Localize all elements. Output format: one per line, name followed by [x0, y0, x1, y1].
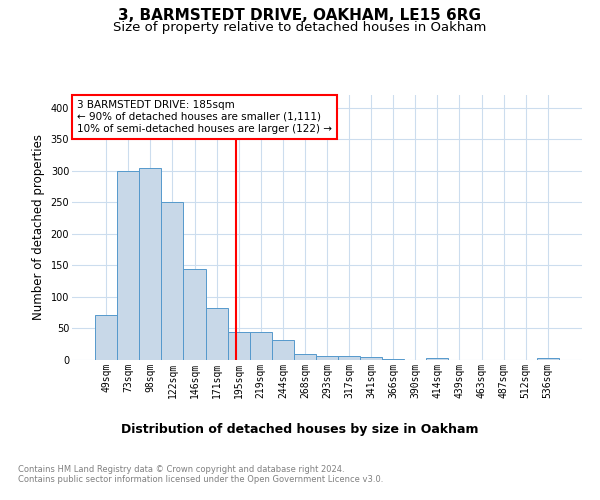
Text: 3, BARMSTEDT DRIVE, OAKHAM, LE15 6RG: 3, BARMSTEDT DRIVE, OAKHAM, LE15 6RG	[119, 8, 482, 22]
Bar	[316, 356, 338, 360]
Text: Size of property relative to detached houses in Oakham: Size of property relative to detached ho…	[113, 21, 487, 34]
Bar	[117, 170, 139, 360]
Text: 3 BARMSTEDT DRIVE: 185sqm
← 90% of detached houses are smaller (1,111)
10% of se: 3 BARMSTEDT DRIVE: 185sqm ← 90% of detac…	[77, 100, 332, 134]
Bar	[184, 268, 206, 360]
Bar	[161, 202, 184, 360]
Bar	[360, 357, 382, 360]
Bar	[338, 356, 360, 360]
Bar	[95, 314, 117, 360]
Bar	[537, 358, 559, 360]
Y-axis label: Number of detached properties: Number of detached properties	[32, 134, 45, 320]
Bar	[139, 168, 161, 360]
Text: Contains HM Land Registry data © Crown copyright and database right 2024.
Contai: Contains HM Land Registry data © Crown c…	[18, 465, 383, 484]
Bar	[250, 332, 272, 360]
Bar	[382, 358, 404, 360]
Bar	[294, 354, 316, 360]
Bar	[272, 340, 294, 360]
Text: Distribution of detached houses by size in Oakham: Distribution of detached houses by size …	[121, 422, 479, 436]
Bar	[227, 332, 250, 360]
Bar	[427, 358, 448, 360]
Bar	[206, 308, 227, 360]
